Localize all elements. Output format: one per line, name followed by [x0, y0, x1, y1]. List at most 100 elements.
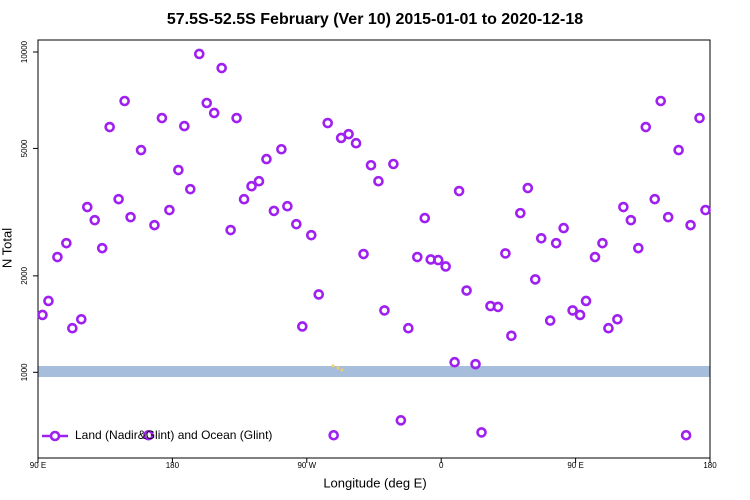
y-tick-label: 1000	[20, 363, 29, 381]
point	[492, 301, 504, 313]
x-tick-label: 90 E	[30, 461, 46, 470]
point	[291, 218, 302, 230]
point	[476, 427, 487, 438]
point	[225, 224, 236, 236]
point	[461, 285, 472, 296]
point	[61, 237, 72, 249]
point	[680, 429, 692, 441]
point	[515, 207, 526, 219]
point	[589, 251, 601, 263]
point	[500, 248, 511, 259]
point	[365, 159, 377, 171]
point	[358, 248, 369, 260]
speck	[336, 366, 340, 370]
point	[216, 62, 227, 74]
plot-frame	[37, 39, 711, 459]
point	[113, 193, 124, 205]
point	[470, 358, 481, 370]
speck	[331, 364, 335, 368]
point	[297, 321, 308, 332]
point	[618, 201, 629, 213]
point	[179, 120, 190, 132]
point	[164, 204, 175, 216]
point	[655, 95, 667, 107]
point	[419, 212, 431, 224]
point	[185, 183, 196, 195]
point	[322, 117, 334, 129]
point	[580, 295, 592, 307]
legend-marker	[49, 430, 61, 442]
chart-title: 57.5S-52.5S February (Ver 10) 2015-01-01…	[167, 11, 583, 28]
y-axis-label: N Total	[0, 228, 14, 268]
point	[135, 144, 147, 156]
point	[201, 97, 213, 109]
point	[282, 200, 293, 212]
point	[558, 222, 569, 234]
point	[550, 237, 562, 249]
x-tick-label: 180	[703, 461, 717, 470]
point	[649, 193, 661, 205]
point	[633, 242, 644, 254]
point	[313, 289, 325, 300]
legend-label: Land (Nadir&Glint) and Ocean (Glint)	[75, 428, 272, 442]
point	[625, 214, 637, 226]
point	[119, 95, 130, 107]
x-axis-label: Longitude (deg E)	[323, 475, 426, 490]
point	[506, 330, 517, 342]
ocean-band	[38, 366, 710, 377]
point	[529, 274, 541, 285]
point	[328, 429, 339, 441]
point	[597, 237, 608, 249]
point	[535, 233, 547, 244]
x-tick-label: 90 E	[567, 461, 583, 470]
point	[89, 214, 101, 226]
point	[208, 107, 220, 119]
point	[149, 219, 160, 231]
point	[67, 322, 78, 334]
point	[603, 322, 614, 334]
point	[662, 211, 674, 223]
point	[440, 261, 451, 272]
point	[305, 229, 317, 241]
point	[156, 112, 168, 124]
point	[522, 182, 534, 194]
point	[379, 305, 390, 316]
point	[373, 175, 384, 187]
point	[343, 128, 354, 140]
point	[261, 153, 272, 165]
point	[81, 201, 93, 213]
point	[143, 429, 154, 441]
point	[193, 48, 205, 60]
point	[567, 305, 578, 316]
y-tick-label: 10000	[20, 40, 29, 63]
point	[388, 158, 399, 170]
point	[125, 211, 136, 223]
point	[453, 185, 465, 197]
y-tick-label: 5000	[20, 139, 29, 157]
point	[574, 309, 586, 321]
point	[96, 242, 108, 254]
point	[432, 254, 444, 266]
point	[673, 144, 684, 156]
point	[276, 143, 287, 155]
point	[253, 175, 265, 187]
point	[685, 219, 696, 231]
point	[395, 415, 407, 426]
point	[104, 121, 115, 133]
point	[52, 251, 63, 263]
point	[640, 121, 652, 133]
point	[173, 164, 184, 176]
x-tick-label: 90 W	[297, 461, 316, 470]
point	[700, 204, 711, 216]
point	[231, 112, 242, 124]
point	[37, 309, 48, 321]
y-tick-label: 2000	[20, 266, 29, 284]
point	[544, 315, 556, 326]
point	[403, 322, 414, 334]
point	[412, 251, 423, 263]
point	[694, 112, 705, 124]
point	[268, 205, 280, 217]
x-tick-label: 180	[166, 461, 180, 470]
point	[449, 356, 460, 368]
